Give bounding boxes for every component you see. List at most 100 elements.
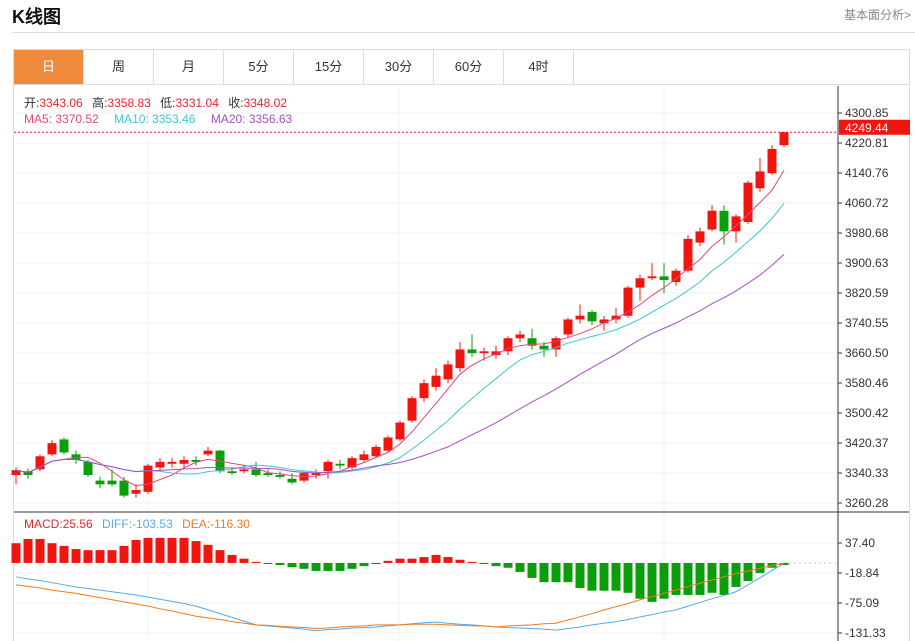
candle-body bbox=[779, 132, 789, 146]
candle-body bbox=[395, 422, 405, 440]
tab-day[interactable]: 日 bbox=[14, 50, 84, 84]
candle-body bbox=[11, 470, 21, 475]
candle-body bbox=[107, 480, 117, 485]
dea-value: DEA:-116.30 bbox=[182, 517, 250, 531]
candle-body bbox=[143, 465, 153, 492]
macd-tick-label: -75.09 bbox=[845, 596, 879, 610]
candle-body bbox=[755, 171, 765, 189]
price-tick-label: 4140.76 bbox=[845, 166, 889, 180]
ma-legend: MA5: 3370.52 MA10: 3353.46 MA20: 3356.63 bbox=[24, 112, 298, 126]
tab-60min[interactable]: 60分 bbox=[434, 50, 504, 84]
candle-body bbox=[587, 311, 597, 322]
candle-body bbox=[119, 480, 129, 496]
tab-month[interactable]: 月 bbox=[154, 50, 224, 84]
candle-body bbox=[335, 463, 345, 466]
candle-body bbox=[527, 338, 537, 346]
last-price-badge bbox=[839, 119, 910, 135]
price-tick-label: 4220.81 bbox=[845, 136, 889, 150]
ma5-line bbox=[15, 170, 785, 487]
candle-body bbox=[575, 315, 585, 320]
macd-bar bbox=[515, 562, 525, 573]
macd-bar bbox=[527, 562, 537, 578]
macd-bar bbox=[623, 562, 633, 593]
macd-bar bbox=[179, 537, 189, 563]
macd-bar bbox=[419, 557, 429, 563]
candle-body bbox=[35, 456, 45, 470]
candle-body bbox=[95, 480, 105, 485]
tab-week[interactable]: 周 bbox=[84, 50, 154, 84]
candle-body bbox=[563, 319, 573, 335]
macd-bar bbox=[119, 545, 129, 563]
macd-bar bbox=[551, 562, 561, 583]
macd-bar bbox=[587, 562, 597, 591]
candle-body bbox=[683, 238, 693, 271]
period-tabs: 日 周 月 5分 15分 30分 60分 4时 bbox=[13, 49, 910, 85]
candle-body bbox=[551, 338, 561, 350]
tab-4hour[interactable]: 4时 bbox=[504, 50, 574, 84]
candle-body bbox=[311, 473, 321, 475]
candle-body bbox=[131, 489, 141, 494]
high-value: 3358.83 bbox=[107, 96, 151, 110]
macd-bar bbox=[467, 561, 477, 563]
candle-body bbox=[707, 210, 717, 230]
macd-bar bbox=[215, 550, 225, 563]
ma20-value: MA20: 3356.63 bbox=[210, 112, 293, 126]
macd-bar bbox=[23, 538, 33, 563]
open-value: 3343.06 bbox=[39, 96, 83, 110]
candle-body bbox=[695, 231, 705, 243]
candle-body bbox=[419, 383, 429, 399]
macd-bar bbox=[107, 550, 117, 563]
macd-bar bbox=[635, 562, 645, 599]
price-tick-label: 3580.46 bbox=[845, 376, 889, 390]
macd-tick-label: -18.84 bbox=[845, 566, 879, 580]
macd-value: MACD:25.56 bbox=[24, 517, 93, 531]
macd-bar bbox=[575, 562, 585, 589]
macd-bar bbox=[323, 562, 333, 571]
dea-line bbox=[15, 562, 785, 630]
ma5-value: MA5: 3370.52 bbox=[24, 112, 99, 126]
macd-bar bbox=[263, 562, 273, 565]
candle-body bbox=[443, 364, 453, 380]
tab-15min[interactable]: 15分 bbox=[294, 50, 364, 84]
macd-bar bbox=[455, 559, 465, 563]
macd-bar bbox=[683, 562, 693, 595]
macd-bar bbox=[347, 562, 357, 569]
macd-bar bbox=[503, 562, 513, 568]
candle-body bbox=[383, 437, 393, 451]
chart-area[interactable] bbox=[13, 85, 910, 641]
macd-bar bbox=[95, 550, 105, 563]
macd-bar bbox=[359, 562, 369, 567]
macd-bar bbox=[383, 560, 393, 563]
macd-bar bbox=[659, 562, 669, 599]
fundamental-analysis-link[interactable]: 基本面分析> bbox=[843, 8, 911, 22]
macd-bar bbox=[731, 562, 741, 587]
macd-bar bbox=[491, 562, 501, 567]
candle-body bbox=[515, 334, 525, 339]
candle-body bbox=[467, 349, 477, 354]
candle-body bbox=[191, 460, 201, 462]
price-tick-label: 4300.85 bbox=[845, 106, 889, 120]
candle-body bbox=[203, 450, 213, 455]
macd-bar bbox=[335, 562, 345, 571]
macd-tick-label: -131.33 bbox=[845, 626, 886, 640]
candle-body bbox=[347, 458, 357, 468]
macd-bar bbox=[35, 538, 45, 563]
candle-body bbox=[647, 276, 657, 279]
macd-legend: MACD:25.56 DIFF:-103.53 DEA:-116.30 bbox=[24, 517, 256, 531]
macd-bar bbox=[131, 540, 141, 563]
candle-body bbox=[455, 349, 465, 369]
price-tick-label: 3260.28 bbox=[845, 496, 889, 510]
candle-body bbox=[371, 446, 381, 457]
tab-30min[interactable]: 30分 bbox=[364, 50, 434, 84]
candle-body bbox=[635, 278, 645, 288]
candle-body bbox=[239, 469, 249, 472]
macd-bar bbox=[431, 554, 441, 563]
macd-bar bbox=[155, 537, 165, 563]
candle-body bbox=[539, 345, 549, 350]
macd-bar bbox=[59, 545, 69, 563]
candle-body bbox=[479, 351, 489, 354]
tab-5min[interactable]: 5分 bbox=[224, 50, 294, 84]
candle-body bbox=[359, 454, 369, 461]
macd-bar bbox=[275, 562, 285, 566]
